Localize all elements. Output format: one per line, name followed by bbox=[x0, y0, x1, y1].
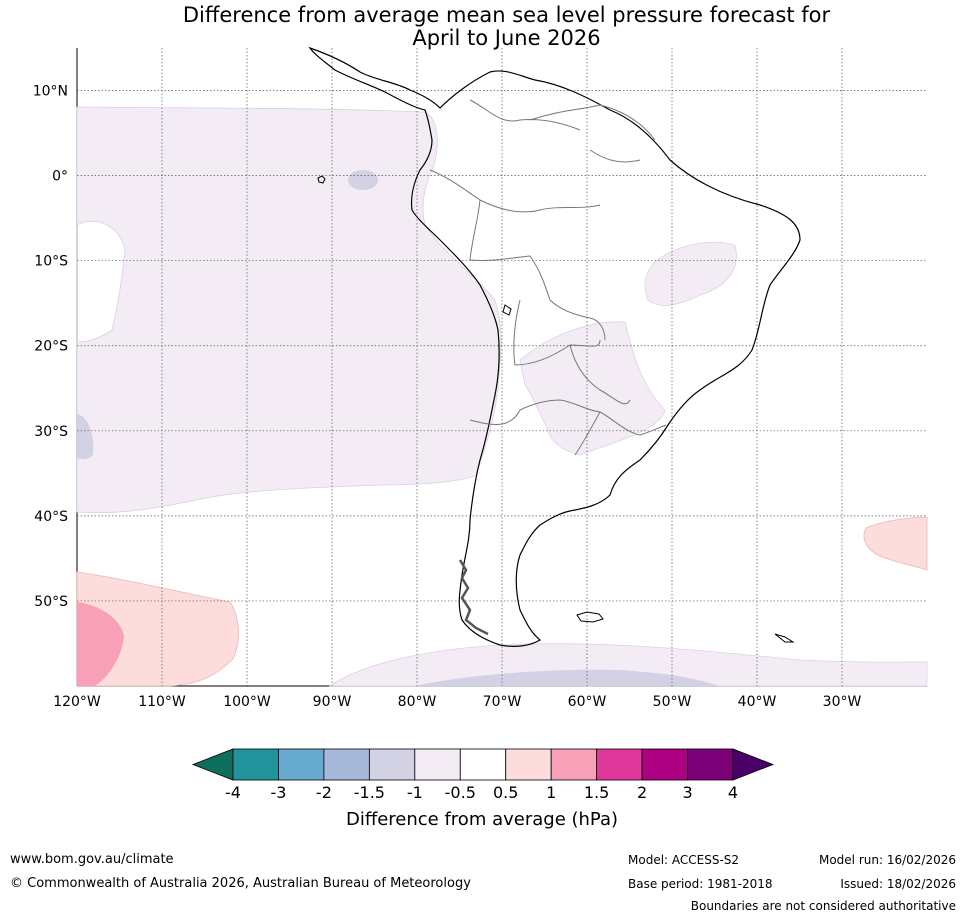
shade-neg-0-5-pacific bbox=[76, 106, 502, 514]
model-run-date: Model run: 16/02/2026 bbox=[818, 853, 956, 867]
colorbar-swatch bbox=[278, 748, 325, 781]
shade-neg-0-5-southern bbox=[328, 643, 928, 687]
latitude-label: 0° bbox=[52, 169, 68, 185]
falkland-islands bbox=[576, 611, 604, 623]
shade-neg-0-5-brazil bbox=[644, 241, 737, 306]
longitude-label: 40°W bbox=[738, 694, 777, 710]
shade-neg-1-southern bbox=[415, 669, 720, 686]
south-america-coastline bbox=[308, 46, 801, 647]
shade-neg-0-5-central bbox=[519, 321, 666, 456]
boundaries-disclaimer: Boundaries are not considered authoritat… bbox=[690, 899, 956, 913]
longitude-label: 50°W bbox=[653, 694, 692, 710]
colorbar-swatch bbox=[550, 748, 598, 781]
shade-pos-0-5-atlantic bbox=[863, 516, 928, 571]
longitude-label: 90°W bbox=[313, 694, 352, 710]
colorbar-tick-label: 1 bbox=[546, 783, 556, 802]
longitude-label: 60°W bbox=[568, 694, 607, 710]
colorbar-tick-label: -0.5 bbox=[445, 783, 476, 802]
colorbar-swatch bbox=[641, 748, 688, 781]
colorbar-tick-label: -4 bbox=[225, 783, 241, 802]
shade-neg-1-west-edge bbox=[77, 414, 94, 460]
colorbar-title: Difference from average (hPa) bbox=[346, 809, 618, 830]
anomaly-shading bbox=[76, 106, 928, 687]
longitude-label: 100°W bbox=[223, 694, 271, 710]
colorbar-tick-label: -3 bbox=[270, 783, 286, 802]
longitude-label: 30°W bbox=[823, 694, 862, 710]
lake-titicaca bbox=[502, 304, 512, 316]
colorbar-extend-high bbox=[732, 748, 775, 781]
colorbar-swatch bbox=[232, 748, 279, 781]
latitude-label: 10°S bbox=[34, 254, 68, 270]
longitude-label: 120°W bbox=[53, 694, 101, 710]
land-outline bbox=[308, 46, 801, 647]
colorbar-tick-label: 0.5 bbox=[493, 783, 518, 802]
model-name: Model: ACCESS-S2 bbox=[628, 853, 740, 867]
website-link[interactable]: www.bom.gov.au/climate bbox=[10, 852, 174, 867]
latitude-labels: 10°N 0° 10°S 20°S 30°S 40°S 50°S bbox=[33, 84, 68, 610]
colorbar-tick-label: -1.5 bbox=[354, 783, 385, 802]
colorbar-tick-label: 1.5 bbox=[584, 783, 609, 802]
longitude-label: 70°W bbox=[483, 694, 522, 710]
colorbar-tick-label: 2 bbox=[637, 783, 647, 802]
colorbar-swatch bbox=[596, 748, 643, 781]
latitude-label: 30°S bbox=[34, 424, 68, 440]
colorbar-swatch bbox=[368, 748, 416, 781]
shade-neg-1-galapagos bbox=[348, 170, 378, 190]
shade-pos-1-southwest bbox=[77, 602, 124, 686]
latitude-label: 20°S bbox=[34, 339, 68, 355]
galapagos-islands bbox=[317, 175, 326, 184]
colorbar-extend-low bbox=[191, 748, 234, 781]
colorbar-swatch bbox=[323, 748, 370, 781]
colorbar-swatch bbox=[414, 748, 461, 781]
colorbar-swatch bbox=[459, 748, 507, 781]
base-period: Base period: 1981-2018 bbox=[628, 877, 773, 891]
latitude-label: 10°N bbox=[33, 84, 68, 100]
graticule bbox=[77, 48, 927, 686]
colorbar-tick-label: 3 bbox=[682, 783, 692, 802]
colorbar-swatch bbox=[505, 748, 552, 781]
country-borders bbox=[429, 99, 667, 456]
chile-fjords bbox=[458, 559, 489, 636]
latitude-label: 50°S bbox=[34, 594, 68, 610]
copyright-text: © Commonwealth of Australia 2026, Austra… bbox=[10, 876, 471, 891]
longitude-label: 110°W bbox=[138, 694, 186, 710]
colorbar-tick-label: -1 bbox=[407, 783, 423, 802]
longitude-label: 80°W bbox=[398, 694, 437, 710]
latitude-label: 40°S bbox=[34, 509, 68, 525]
title-line-2: April to June 2026 bbox=[412, 26, 601, 50]
title-line-1: Difference from average mean sea level p… bbox=[182, 3, 831, 27]
south-georgia bbox=[774, 633, 795, 643]
colorbar: -4 -3 -2 -1.5 -1 -0.5 0.5 1 1.5 2 3 4 bbox=[191, 748, 775, 802]
colorbar-tick-label: -2 bbox=[316, 783, 332, 802]
longitude-labels: 120°W 110°W 100°W 90°W 80°W 70°W 60°W 50°W 40°W 3… bbox=[53, 694, 861, 710]
colorbar-swatch bbox=[687, 748, 734, 781]
map-title: Difference from average mean sea level p… bbox=[0, 4, 965, 50]
issued-date: Issued: 18/02/2026 bbox=[840, 877, 956, 891]
colorbar-tick-label: 4 bbox=[728, 783, 738, 802]
